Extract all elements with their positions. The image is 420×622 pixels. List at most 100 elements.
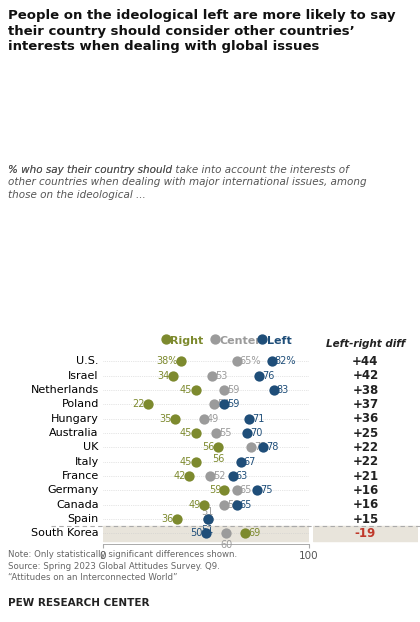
Text: 72: 72 (254, 442, 267, 452)
Point (234, 486, 240, 496)
Text: 38%: 38% (157, 356, 178, 366)
Point (205, 514, 211, 524)
Point (221, 486, 228, 496)
Point (234, 500, 240, 510)
Text: 55: 55 (219, 428, 232, 438)
Text: 54: 54 (217, 399, 229, 409)
Point (192, 457, 199, 466)
Text: +37: +37 (352, 398, 378, 411)
Point (213, 428, 220, 438)
Text: 69: 69 (248, 529, 260, 539)
Text: Poland: Poland (61, 399, 99, 409)
Text: Note: Only statistically significant differences shown.
Source: Spring 2023 Glob: Note: Only statistically significant dif… (8, 550, 238, 582)
Text: 53: 53 (215, 371, 228, 381)
Text: 75: 75 (260, 486, 273, 496)
Text: 52: 52 (213, 471, 226, 481)
Text: +42: +42 (352, 369, 378, 383)
Text: Germany: Germany (47, 486, 99, 496)
Point (200, 414, 207, 424)
Text: Right: Right (170, 336, 203, 346)
Point (211, 399, 218, 409)
Text: Left-right diff: Left-right diff (326, 338, 405, 348)
Point (178, 356, 184, 366)
Point (248, 442, 255, 452)
Point (200, 500, 207, 510)
Text: 45: 45 (180, 428, 192, 438)
Text: +21: +21 (352, 470, 378, 483)
Text: +16: +16 (352, 484, 378, 497)
Text: 70: 70 (250, 428, 262, 438)
Text: 65: 65 (240, 486, 252, 496)
Text: 34: 34 (158, 371, 170, 381)
Text: +22: +22 (352, 455, 378, 468)
Text: 59: 59 (227, 500, 240, 510)
Point (173, 514, 180, 524)
Text: 76: 76 (262, 371, 275, 381)
Text: 36: 36 (162, 514, 174, 524)
Point (215, 442, 221, 452)
Point (186, 471, 193, 481)
Point (223, 529, 230, 539)
Text: % who say their country should take into account the interests of
other countrie: % who say their country should take into… (8, 165, 367, 200)
Text: +36: +36 (352, 412, 378, 425)
Point (246, 414, 252, 424)
Text: +38: +38 (352, 384, 378, 397)
Point (209, 371, 215, 381)
Text: South Korea: South Korea (31, 529, 99, 539)
Text: 51: 51 (202, 525, 214, 535)
Text: 56: 56 (212, 453, 224, 463)
Text: Left: Left (267, 336, 291, 346)
Text: +25: +25 (352, 427, 378, 440)
Text: 71: 71 (252, 414, 265, 424)
Text: % who say their country should: % who say their country should (8, 165, 176, 175)
Text: 67: 67 (244, 457, 256, 467)
Text: 22: 22 (133, 399, 145, 409)
Text: 78: 78 (267, 442, 279, 452)
Text: UK: UK (84, 442, 99, 452)
Text: Hungary: Hungary (51, 414, 99, 424)
Text: Canada: Canada (56, 500, 99, 510)
Text: 83: 83 (277, 385, 289, 395)
Text: 45: 45 (180, 385, 192, 395)
Point (244, 428, 250, 438)
Point (221, 385, 228, 395)
Text: 59: 59 (227, 385, 240, 395)
Text: France: France (62, 471, 99, 481)
Point (260, 442, 267, 452)
Text: 45: 45 (180, 457, 192, 467)
Text: % who say their country should take into account the interests of
other countrie: % who say their country should take into… (8, 168, 367, 203)
Point (268, 356, 275, 366)
Point (270, 385, 277, 395)
Point (101, 513, 108, 523)
Point (256, 371, 262, 381)
Text: Italy: Italy (74, 457, 99, 467)
Text: People on the ideological left are more likely to say
their country should consi: People on the ideological left are more … (8, 9, 396, 53)
Text: 56: 56 (203, 442, 215, 452)
Point (229, 471, 236, 481)
Text: 60: 60 (220, 539, 233, 549)
Point (202, 529, 209, 539)
Text: -19: -19 (355, 527, 376, 540)
Point (192, 428, 199, 438)
Text: 65: 65 (240, 500, 252, 510)
Text: 59: 59 (209, 486, 221, 496)
Text: 50: 50 (190, 529, 203, 539)
Point (234, 356, 240, 366)
Text: 63: 63 (236, 471, 248, 481)
Text: PEW RESEARCH CENTER: PEW RESEARCH CENTER (8, 598, 150, 608)
Text: U.S.: U.S. (76, 356, 99, 366)
Point (237, 457, 244, 466)
Point (100, 513, 107, 523)
Text: 65%: 65% (240, 356, 261, 366)
Text: 82%: 82% (275, 356, 296, 366)
Text: Australia: Australia (49, 428, 99, 438)
Point (192, 385, 199, 395)
Text: 49: 49 (207, 414, 219, 424)
Point (170, 371, 176, 381)
Text: Israel: Israel (68, 371, 99, 381)
Point (172, 414, 178, 424)
Point (101, 513, 108, 523)
Point (254, 486, 260, 496)
Text: 49: 49 (189, 500, 201, 510)
Text: +15: +15 (352, 513, 378, 526)
